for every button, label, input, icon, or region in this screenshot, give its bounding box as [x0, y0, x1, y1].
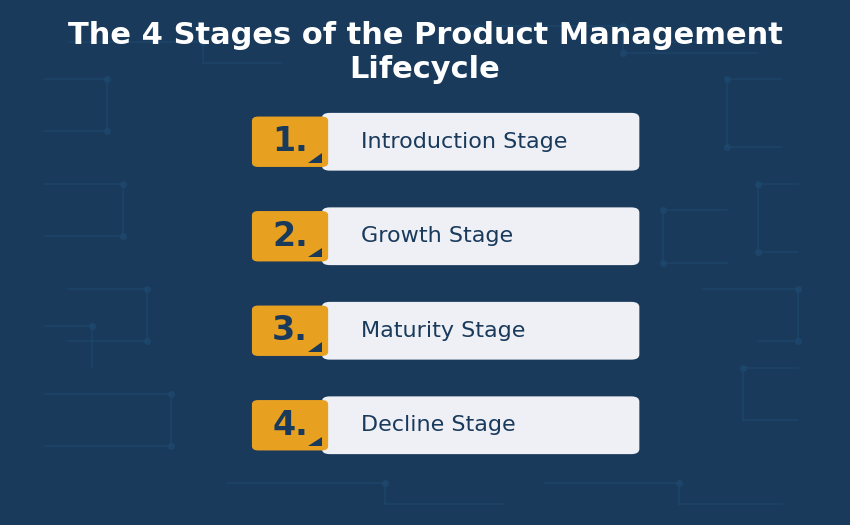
- Text: 4.: 4.: [272, 409, 308, 442]
- Text: 3.: 3.: [272, 314, 308, 347]
- Text: Decline Stage: Decline Stage: [361, 415, 516, 435]
- Polygon shape: [308, 342, 322, 352]
- Text: 1.: 1.: [272, 125, 308, 158]
- Polygon shape: [308, 437, 322, 446]
- Text: The 4 Stages of the Product Management Lifecycle: The 4 Stages of the Product Management L…: [67, 21, 783, 84]
- Text: 2.: 2.: [272, 220, 308, 253]
- FancyBboxPatch shape: [322, 396, 639, 454]
- Polygon shape: [308, 153, 322, 163]
- FancyBboxPatch shape: [252, 306, 328, 356]
- FancyBboxPatch shape: [322, 207, 639, 265]
- Text: Maturity Stage: Maturity Stage: [361, 321, 526, 341]
- Text: Growth Stage: Growth Stage: [361, 226, 513, 246]
- Text: Introduction Stage: Introduction Stage: [361, 132, 568, 152]
- FancyBboxPatch shape: [252, 400, 328, 450]
- FancyBboxPatch shape: [322, 113, 639, 171]
- FancyBboxPatch shape: [322, 302, 639, 360]
- FancyBboxPatch shape: [252, 211, 328, 261]
- FancyBboxPatch shape: [252, 117, 328, 167]
- Polygon shape: [308, 248, 322, 257]
